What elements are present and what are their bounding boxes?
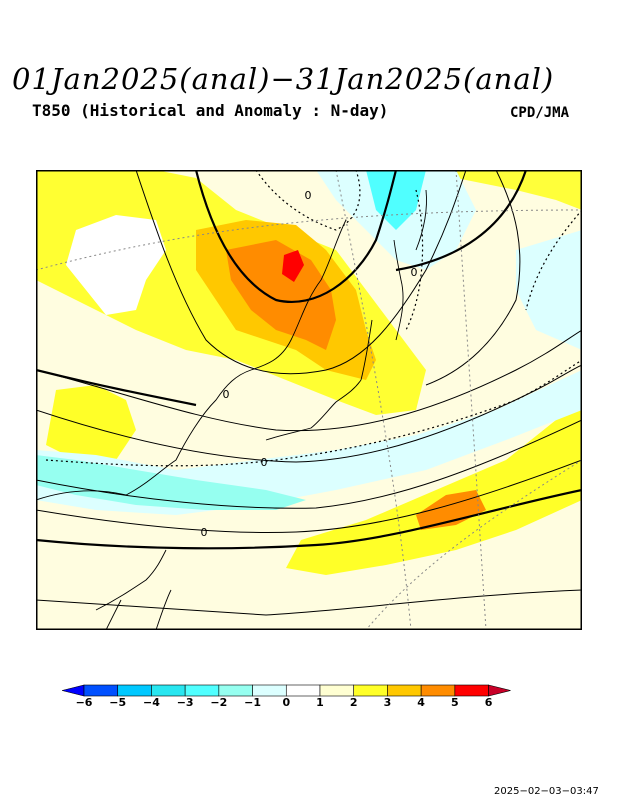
anomaly-region-plus2-west (46, 385, 136, 460)
colorbar-cell-below-min (62, 684, 85, 697)
chart-subtitle: T850 (Historical and Anomaly : N-day) (32, 101, 389, 120)
contour-label-zero-1: 0 (261, 456, 268, 469)
anomaly-region-plus4 (226, 240, 336, 350)
colorbar-level-label: −6 (76, 696, 93, 707)
colorbar-level-label: −5 (109, 696, 126, 707)
anomaly-region-plus5 (282, 250, 304, 282)
anomaly-region-plus3-southeast (416, 490, 486, 530)
colorbar-level-label: 6 (485, 696, 493, 707)
graticule (36, 170, 582, 630)
colorbar-level-label: 5 (451, 696, 459, 707)
colorbar-cell (353, 684, 388, 697)
agency-label: CPD/JMA (510, 105, 570, 121)
colorbar-cell (184, 684, 220, 697)
temperature-contours-bold (36, 170, 582, 550)
colorbar-level-label: −4 (143, 696, 160, 707)
colorbar-level-label: 4 (417, 696, 425, 707)
anomaly-map: 0 0 0 0 0 (36, 170, 582, 630)
colorbar-cell (454, 684, 489, 697)
colorbar-level-label: −2 (210, 696, 227, 707)
anomaly-region-minus2 (36, 455, 306, 510)
colorbar-cell-above-max (488, 684, 511, 697)
contour-label-zero-3: 0 (305, 189, 312, 202)
colorbar-level-label: 3 (384, 696, 392, 707)
colorbar-cell (420, 684, 456, 697)
colorbar-cell (83, 684, 119, 697)
colorbar-cell (252, 684, 287, 697)
colorbar-labels: −6 −5 −4 −3 −2 −1 0 1 2 3 4 5 6 (76, 696, 493, 707)
generation-timestamp: 2025−02−03−03:47 (494, 786, 599, 797)
colorbar-level-label: 0 (282, 696, 290, 707)
colorbar-cell (218, 684, 253, 697)
contour-label-zero-5: 0 (201, 526, 208, 539)
zero-anomaly-contour (45, 170, 582, 467)
colorbar-level-label: 1 (316, 696, 324, 707)
map-frame (36, 170, 582, 630)
colorbar-cell (319, 684, 355, 697)
colorbar-cell (387, 684, 422, 697)
neutral-region-northwest (66, 215, 166, 315)
anomaly-region-plus2-southeast (286, 400, 582, 575)
anomaly-region-plus2-northeast (416, 170, 582, 210)
coastlines (36, 189, 427, 630)
chart-title: 01Jan2025(anal)−31Jan2025(anal) (12, 62, 555, 96)
colorbar-cell (117, 684, 152, 697)
colorbar-legend: −6 −5 −4 −3 −2 −1 0 1 2 3 4 5 6 (62, 684, 511, 707)
colorbar-level-label: 2 (350, 696, 358, 707)
colorbar-cells (62, 684, 511, 697)
contour-label-zero-4: 0 (411, 266, 418, 279)
anomaly-region-minus1-east (516, 230, 582, 350)
anomaly-region-minus2-north (366, 170, 426, 230)
colorbar-level-label: −3 (177, 696, 194, 707)
colorbar-level-label: −1 (244, 696, 261, 707)
colorbar-cell (285, 684, 321, 697)
contour-label-zero-2: 0 (223, 388, 230, 401)
colorbar-cell (151, 684, 186, 697)
